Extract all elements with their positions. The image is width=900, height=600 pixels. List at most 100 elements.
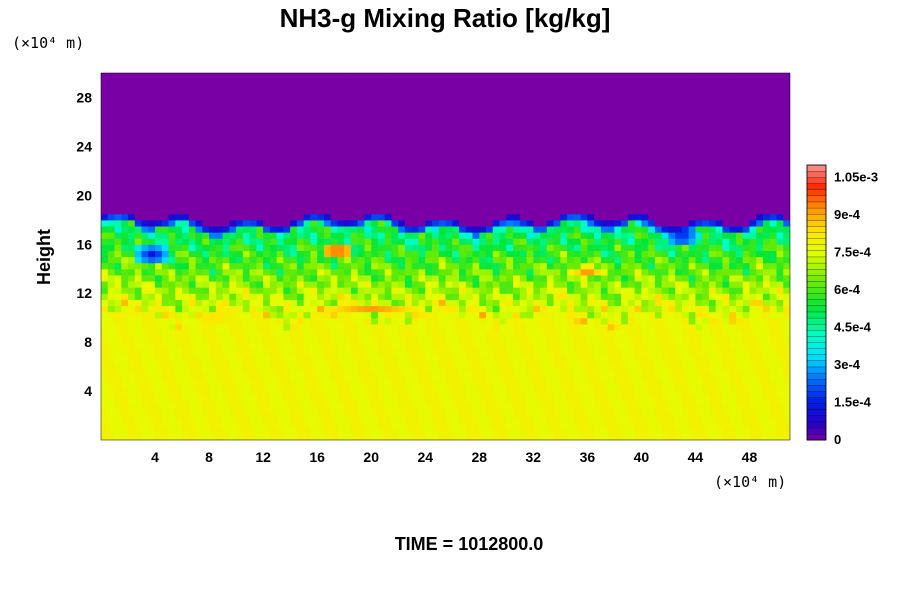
field-cell <box>209 366 217 374</box>
field-cell <box>101 219 109 227</box>
field-cell <box>236 176 244 184</box>
field-cell <box>479 225 487 233</box>
field-cell <box>533 262 541 270</box>
field-cell <box>546 170 555 178</box>
field-cell <box>769 195 778 203</box>
field-cell <box>391 384 399 392</box>
field-cell <box>290 299 298 307</box>
field-cell <box>438 421 447 429</box>
field-cell <box>121 360 129 368</box>
field-cell <box>560 372 568 380</box>
field-cell <box>654 170 663 178</box>
field-cell <box>296 225 305 233</box>
field-cell <box>695 391 703 398</box>
field-cell <box>506 146 514 154</box>
field-cell <box>756 348 764 355</box>
field-cell <box>445 409 453 417</box>
field-cell <box>540 336 548 343</box>
field-cell <box>499 256 507 264</box>
field-cell <box>114 225 122 233</box>
field-cell <box>384 293 393 300</box>
field-cell <box>215 238 224 245</box>
field-cell <box>418 378 426 386</box>
field-cell <box>492 238 501 245</box>
field-cell <box>425 256 433 264</box>
field-cell <box>330 360 339 368</box>
field-cell <box>526 299 534 307</box>
field-cell <box>168 152 176 160</box>
field-cell <box>391 391 399 398</box>
field-cell <box>168 183 176 190</box>
field-cell <box>675 201 683 209</box>
field-cell <box>418 323 426 331</box>
field-cell <box>209 311 217 319</box>
field-cell <box>161 244 170 251</box>
field-cell <box>614 317 622 325</box>
field-cell <box>688 348 697 355</box>
field-cell <box>573 140 582 147</box>
field-cell <box>621 415 629 423</box>
field-cell <box>317 140 325 147</box>
field-cell <box>715 250 724 258</box>
field-cell <box>263 183 271 190</box>
field-cell <box>776 421 784 429</box>
field-cell <box>249 232 257 239</box>
field-cell <box>222 238 230 245</box>
field-cell <box>506 176 514 184</box>
field-cell <box>249 287 257 294</box>
field-cell <box>168 250 176 258</box>
field-cell <box>695 287 703 294</box>
field-cell <box>519 219 528 227</box>
field-cell <box>175 391 183 398</box>
field-cell <box>648 244 656 251</box>
field-cell <box>783 225 790 233</box>
field-cell <box>101 176 109 184</box>
field-cell <box>735 244 744 251</box>
field-cell <box>425 280 433 288</box>
field-cell <box>377 293 386 300</box>
field-cell <box>128 274 136 282</box>
field-cell <box>648 336 656 343</box>
field-cell <box>533 244 541 251</box>
field-cell <box>573 372 582 380</box>
field-cell <box>587 195 595 203</box>
field-cell <box>614 158 622 166</box>
field-cell <box>263 274 271 282</box>
field-cell <box>411 189 420 196</box>
field-cell <box>330 152 339 160</box>
field-cell <box>371 250 379 258</box>
field-cell <box>350 152 359 160</box>
field-cell <box>783 397 790 404</box>
field-cell <box>479 421 487 429</box>
field-cell <box>141 274 149 282</box>
field-cell <box>486 311 494 319</box>
field-cell <box>377 366 386 374</box>
field-cell <box>762 164 771 172</box>
field-cell <box>648 348 656 355</box>
field-cell <box>384 213 393 221</box>
field-cell <box>634 238 642 245</box>
field-cell <box>121 427 129 435</box>
field-cell <box>276 378 284 386</box>
field-cell <box>560 158 568 166</box>
field-cell <box>607 183 615 190</box>
field-cell <box>425 183 433 190</box>
field-cell <box>438 415 447 423</box>
field-cell <box>141 421 149 429</box>
field-cell <box>499 354 507 362</box>
field-cell <box>472 415 480 423</box>
field-cell <box>155 207 163 215</box>
field-cell <box>749 164 757 172</box>
field-cell <box>654 250 663 258</box>
field-cell <box>398 287 406 294</box>
field-cell <box>492 262 501 270</box>
field-cell <box>546 293 555 300</box>
field-cell <box>283 256 291 264</box>
field-cell <box>283 170 291 178</box>
field-cell <box>681 225 690 233</box>
field-cell <box>749 336 757 343</box>
field-cell <box>209 262 217 270</box>
field-cell <box>128 415 136 423</box>
field-cell <box>107 213 116 221</box>
field-cell <box>695 170 703 178</box>
